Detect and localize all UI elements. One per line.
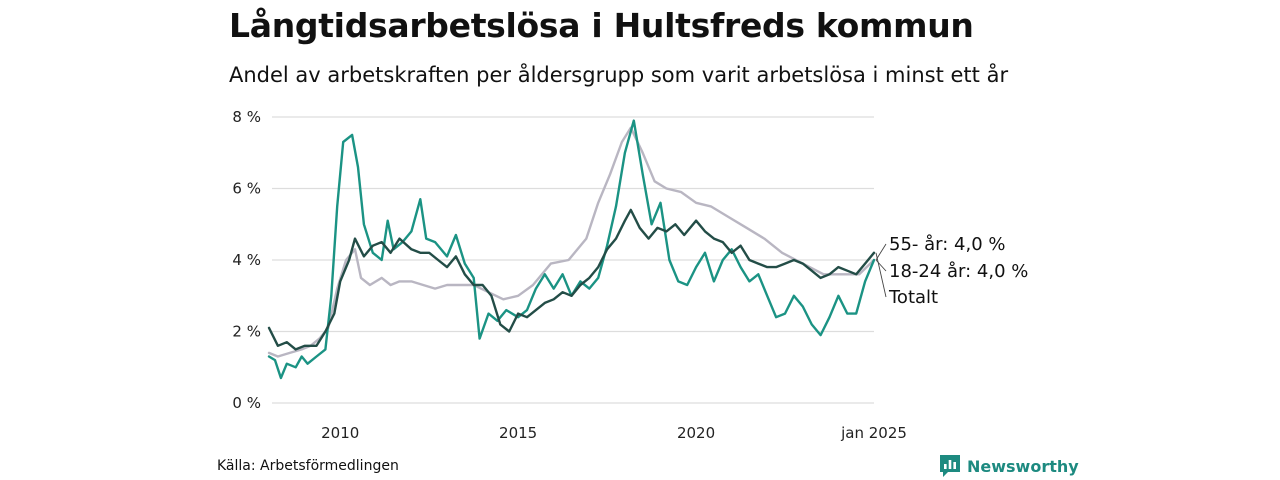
gridlines: [272, 116, 874, 404]
x-tick-label: 2010: [321, 424, 359, 442]
series-line-18-24: [267, 119, 876, 380]
end-label-leader: [875, 252, 887, 298]
x-tick-label: 2015: [499, 424, 537, 442]
y-tick-label: 4 %: [232, 251, 261, 269]
end-label-leader: [875, 243, 887, 261]
end-label-55-: 55- år: 4,0 %: [889, 234, 1005, 255]
series-line-55-: [267, 126, 876, 358]
y-tick-label: 8 %: [232, 108, 261, 126]
chart-subtitle: Andel av arbetskraften per åldersgrupp s…: [229, 63, 1009, 87]
end-label-18-24: 18-24 år: 4,0 %: [889, 261, 1028, 282]
end-label-leader: [875, 259, 887, 272]
end-labels: 55- år: 4,0 % 18-24 år: 4,0 % Totalt: [875, 234, 1028, 308]
x-axis-ticks: 2010 2015 2020 jan 2025: [321, 424, 907, 442]
x-tick-label: 2020: [677, 424, 715, 442]
y-axis-ticks: 0 % 2 % 4 % 6 % 8 %: [232, 108, 261, 412]
newsworthy-logo[interactable]: Newsworthy: [940, 455, 1079, 477]
y-tick-label: 6 %: [232, 180, 261, 198]
y-tick-label: 2 %: [232, 323, 261, 341]
source-note: Källa: Arbetsförmedlingen: [217, 458, 399, 474]
series-line-total: [267, 208, 876, 351]
chart-title: Långtidsarbetslösa i Hultsfreds kommun: [229, 6, 974, 45]
y-tick-label: 0 %: [232, 394, 261, 412]
end-label-total: Totalt: [888, 287, 938, 308]
newsworthy-icon: [940, 455, 960, 477]
x-tick-label: jan 2025: [840, 424, 907, 442]
series-lines: [267, 119, 876, 380]
brand-label: Newsworthy: [967, 456, 1079, 476]
